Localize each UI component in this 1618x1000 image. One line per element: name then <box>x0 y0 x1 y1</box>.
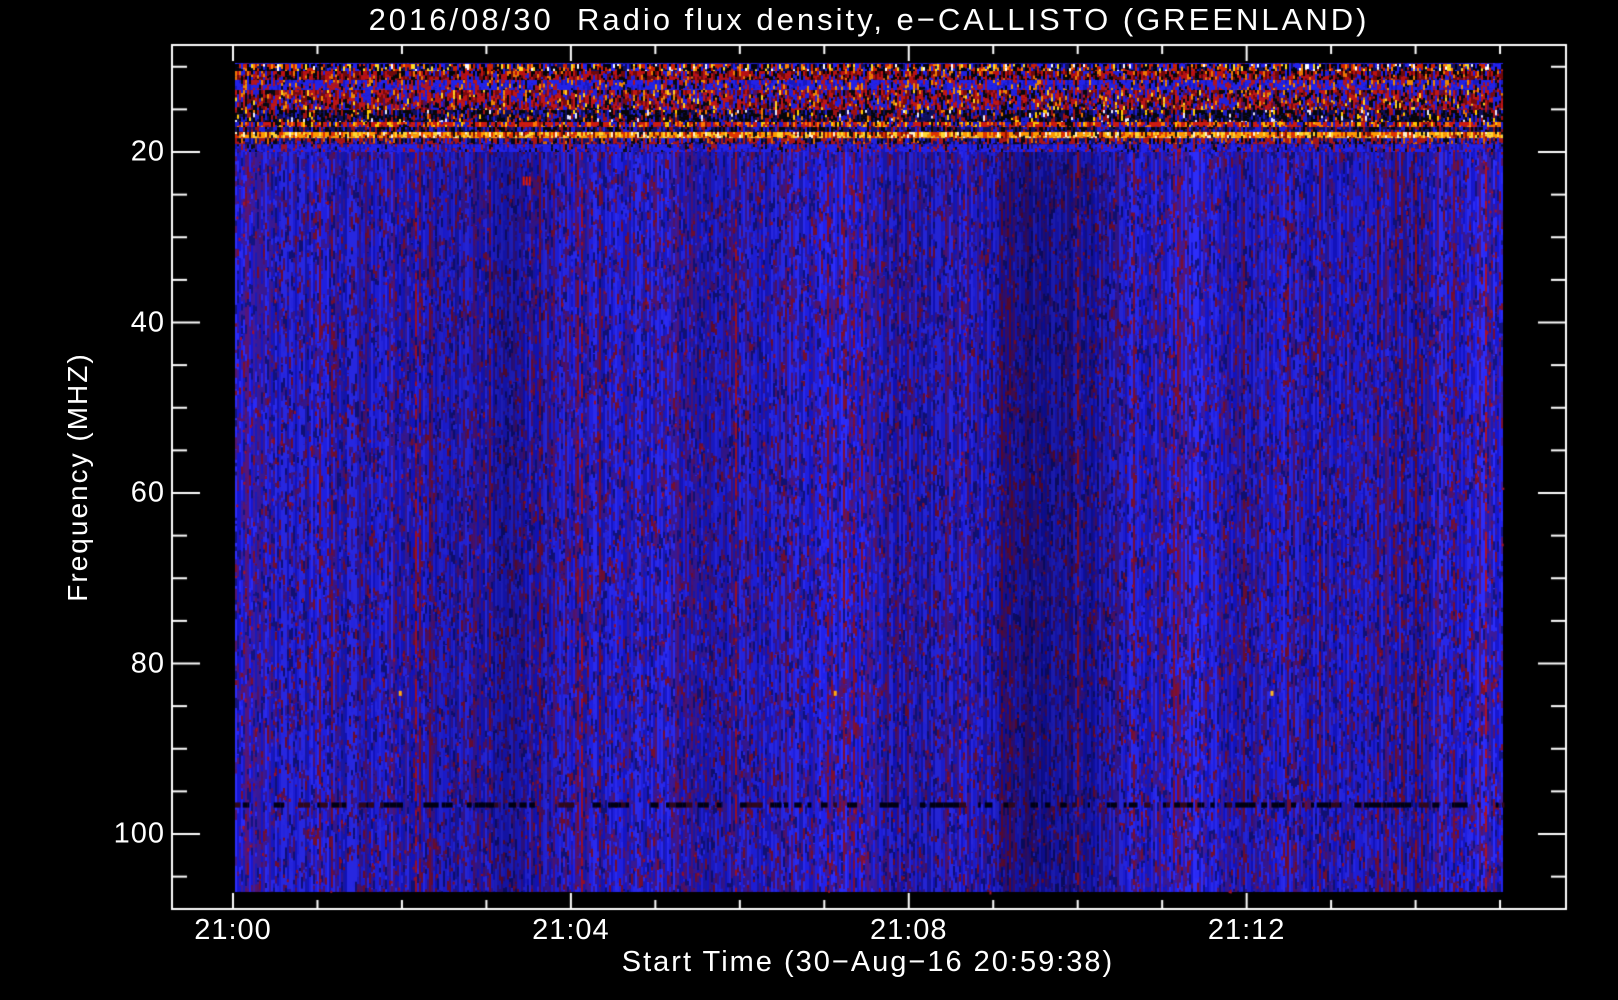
y-tick-label: 20 <box>130 135 165 168</box>
chart-title: 2016/08/30 Radio flux density, e−CALLIST… <box>368 2 1370 37</box>
y-tick-label: 60 <box>130 476 165 509</box>
y-tick-label: 40 <box>130 306 165 338</box>
x-tick-label: 21:00 <box>194 914 272 946</box>
x-tick-label: 21:04 <box>532 914 610 946</box>
x-tick-label: 21:12 <box>1207 914 1286 946</box>
y-tick-label: 80 <box>130 647 165 679</box>
y-tick-label: 100 <box>113 817 165 850</box>
x-axis-label: Start Time (30−Aug−16 20:59:38) <box>621 946 1115 978</box>
y-axis-label: Frequency (MHZ) <box>62 352 93 602</box>
x-tick-label: 21:08 <box>869 914 948 946</box>
